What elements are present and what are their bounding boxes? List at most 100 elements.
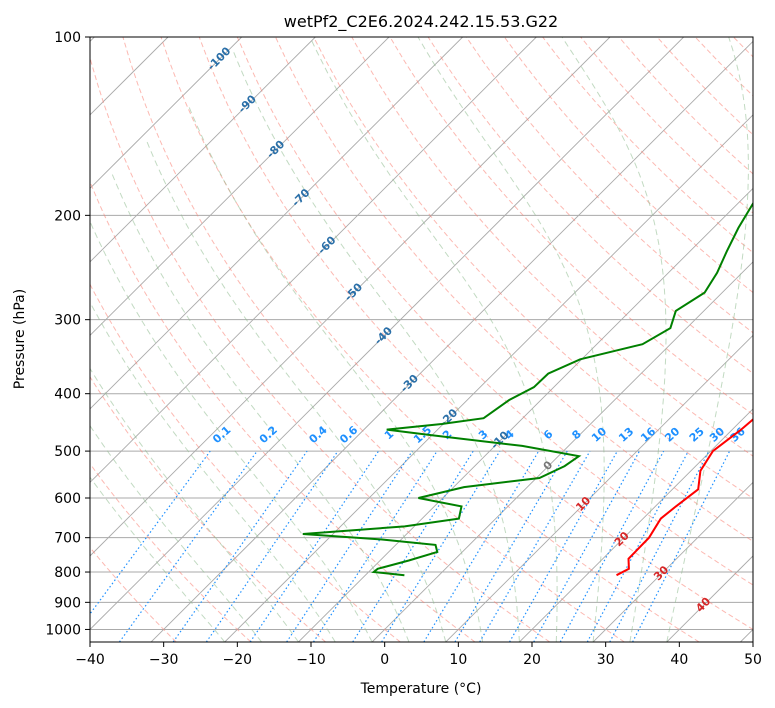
- dry-adiabat: [313, 37, 753, 500]
- mixing-ratio-label: 0.6: [337, 423, 360, 446]
- moist-adiabat: [90, 476, 226, 642]
- mixing-ratio-label: 10: [589, 425, 609, 445]
- isotherm-label: 30: [651, 563, 671, 583]
- isotherm-line: [90, 37, 243, 190]
- y-tick-label: 1000: [45, 622, 81, 638]
- y-tick-label: 200: [54, 208, 81, 224]
- dry-adiabat: [618, 37, 753, 175]
- isotherm-line: [90, 37, 611, 557]
- moist-adiabat: [666, 37, 749, 642]
- x-tick-label: 40: [670, 652, 688, 668]
- isotherm-label: -40: [372, 324, 395, 347]
- mixing-ratio-line: [586, 450, 689, 642]
- moist-adiabat: [561, 37, 667, 642]
- x-tick-label: 10: [449, 652, 467, 668]
- isotherm-line: [445, 334, 753, 642]
- dry-adiabat: [503, 37, 753, 294]
- mixing-ratio-label: 0.4: [307, 423, 330, 446]
- mixing-ratio-line: [509, 450, 618, 642]
- isotherm-label: 10: [573, 494, 593, 514]
- isotherm-line: [90, 37, 464, 410]
- moist-adiabat: [111, 173, 410, 642]
- dry-adiabat: [90, 546, 177, 642]
- dry-adiabat: [351, 37, 753, 457]
- isotherm-label: -60: [315, 233, 338, 256]
- dry-adiabat: [90, 462, 252, 642]
- isotherm-label: -100: [205, 44, 234, 73]
- mixing-ratio-line: [118, 450, 258, 642]
- x-tick-label: −30: [149, 652, 179, 668]
- x-tick-label: −40: [75, 652, 105, 668]
- y-axis: 100 200 300 400 500 600 700 800 900 1000: [45, 30, 90, 638]
- mixing-ratio-line: [249, 450, 380, 642]
- isotherm-label: -70: [289, 186, 312, 209]
- mixing-ratio-line: [533, 450, 640, 642]
- dry-adiabat: [160, 37, 700, 642]
- mixing-ratio-line: [609, 450, 710, 642]
- x-axis: −40 −30 −20 −10 0 10 20 30 40 50: [75, 642, 762, 668]
- dry-adiabat: [465, 37, 753, 334]
- x-tick-label: 20: [523, 652, 541, 668]
- mixing-ratio-label: 36: [728, 425, 748, 445]
- mixing-ratio-line: [479, 450, 591, 642]
- isotherm-line: [90, 37, 316, 263]
- moist-adiabat: [232, 49, 520, 642]
- mixing-ratio-line: [286, 450, 413, 642]
- mixing-ratio-line: [381, 450, 501, 642]
- mixing-ratio-label: 8: [569, 427, 583, 442]
- chart-title: wetPf2_C2E6.2024.242.15.53.G22: [284, 12, 558, 32]
- y-tick-label: 500: [54, 444, 81, 460]
- isotherm-label: -80: [264, 138, 287, 161]
- dry-adiabat: [90, 180, 476, 642]
- isotherm-line: [150, 40, 753, 642]
- isotherm-line: [592, 481, 753, 642]
- mixing-ratio-line: [205, 450, 339, 642]
- y-tick-label: 800: [54, 565, 81, 581]
- y-tick-label: 300: [54, 313, 81, 329]
- y-tick-label: 600: [54, 491, 81, 507]
- mixing-ratio-line: [423, 450, 540, 642]
- background-lines: [90, 37, 753, 642]
- isotherm-line: [90, 37, 537, 484]
- x-axis-label: Temperature (°C): [360, 681, 482, 697]
- mixing-ratio-line: [632, 450, 731, 642]
- isotherm-label: -30: [398, 372, 421, 395]
- x-tick-label: 50: [744, 652, 762, 668]
- x-tick-label: −10: [296, 652, 326, 668]
- y-tick-label: 900: [54, 595, 81, 611]
- isotherm-line: [90, 37, 390, 337]
- moist-adiabat: [146, 141, 447, 642]
- mixing-ratio-line: [172, 450, 308, 642]
- mixing-ratio-label: 20: [662, 425, 682, 445]
- isotherm-label: -90: [236, 92, 259, 115]
- moist-adiabat: [90, 220, 373, 642]
- mixing-ratio-line: [352, 450, 474, 642]
- moist-adiabat: [417, 37, 605, 642]
- dry-adiabat: [275, 37, 753, 542]
- mixing-ratio-label: 16: [638, 425, 658, 445]
- mixing-ratio-label: 13: [616, 425, 636, 445]
- mixing-ratio-line: [559, 450, 665, 642]
- isotherm-line: [519, 408, 753, 642]
- y-tick-label: 400: [54, 387, 81, 403]
- isotherm-label: 40: [693, 595, 713, 615]
- mixing-ratio-label: 2: [440, 427, 454, 442]
- moist-adiabat: [187, 104, 484, 642]
- isotherm-line: [666, 555, 753, 642]
- temperature-line: [616, 418, 753, 577]
- dry-adiabat: [90, 283, 401, 642]
- mixing-ratio-label: 0.1: [210, 423, 233, 446]
- profiles: [302, 201, 753, 577]
- dewpoint-line: [302, 201, 753, 577]
- dry-adiabat: [389, 37, 753, 416]
- dry-adiabat: [90, 375, 326, 642]
- x-tick-label: 0: [380, 652, 389, 668]
- plot-frame: [89, 36, 754, 643]
- dry-adiabat: [694, 37, 753, 97]
- isotherm-line: [224, 114, 753, 642]
- x-tick-label: −20: [223, 652, 253, 668]
- mixing-ratio-line: [454, 450, 568, 642]
- isotherm-label: -50: [342, 280, 365, 303]
- y-tick-label: 700: [54, 531, 81, 547]
